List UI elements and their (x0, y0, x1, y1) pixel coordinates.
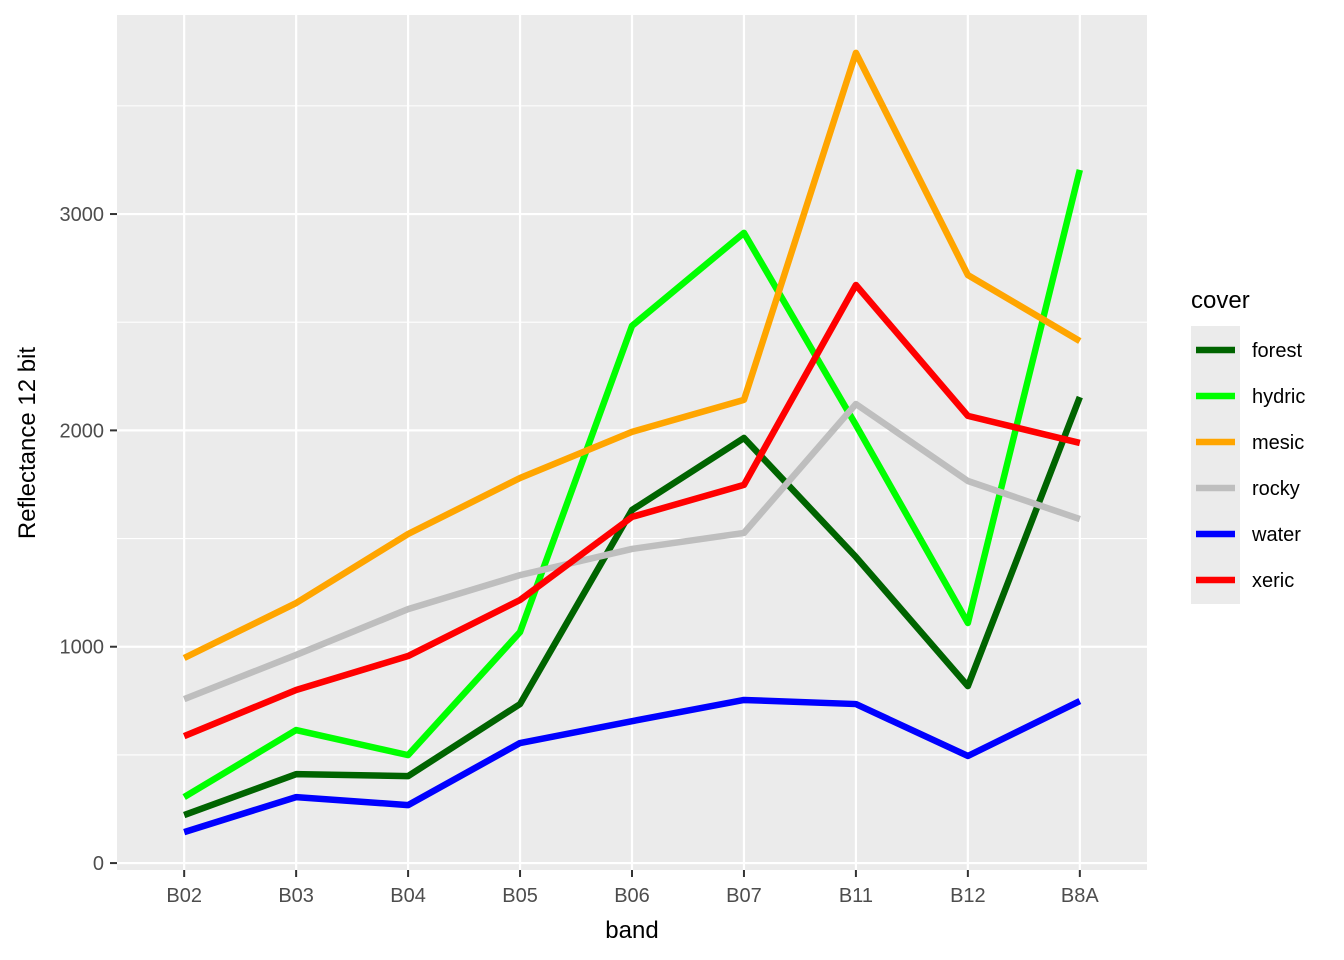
series-lines (182, 49, 1083, 836)
legend-label-rocky: rocky (1252, 478, 1300, 500)
x-tick-label: B05 (502, 885, 538, 907)
y-tick-label: 1000 (60, 637, 105, 659)
series-line-hydric (182, 169, 1083, 800)
y-tick-label: 0 (93, 853, 104, 875)
legend: cover forest hydric mesic rocky water xeric (1191, 287, 1305, 604)
legend-label-mesic: mesic (1252, 432, 1304, 454)
x-tick-label: B02 (166, 885, 202, 907)
y-axis-title: Reflectance 12 bit (14, 347, 41, 539)
legend-label-hydric: hydric (1252, 386, 1305, 408)
y-tick-label: 2000 (60, 420, 105, 442)
series-line-rocky (182, 400, 1081, 703)
x-tick-label: B8A (1061, 885, 1099, 907)
legend-title: cover (1191, 287, 1250, 314)
series-line-forest (183, 395, 1083, 819)
series-line-water (183, 696, 1082, 836)
x-tick-label: B03 (278, 885, 314, 907)
legend-key-background (1191, 326, 1240, 604)
series-line-mesic (182, 49, 1082, 661)
x-tick-label: B11 (839, 885, 873, 907)
legend-label-water: water (1251, 524, 1301, 546)
x-axis-title: band (605, 917, 658, 944)
x-tick-label: B06 (614, 885, 650, 907)
x-tick-label: B12 (950, 885, 986, 907)
x-tick-label: B07 (726, 885, 762, 907)
legend-label-forest: forest (1252, 340, 1302, 362)
legend-label-xeric: xeric (1252, 570, 1294, 592)
x-tick-label: B04 (390, 885, 426, 907)
series-line-xeric (182, 281, 1081, 740)
y-tick-label: 3000 (60, 204, 105, 226)
y-axis: 0 1000 2000 3000 (60, 204, 117, 875)
x-axis: B02 B03 B04 B05 B06 B07 B11 B12 B8A (166, 870, 1099, 907)
